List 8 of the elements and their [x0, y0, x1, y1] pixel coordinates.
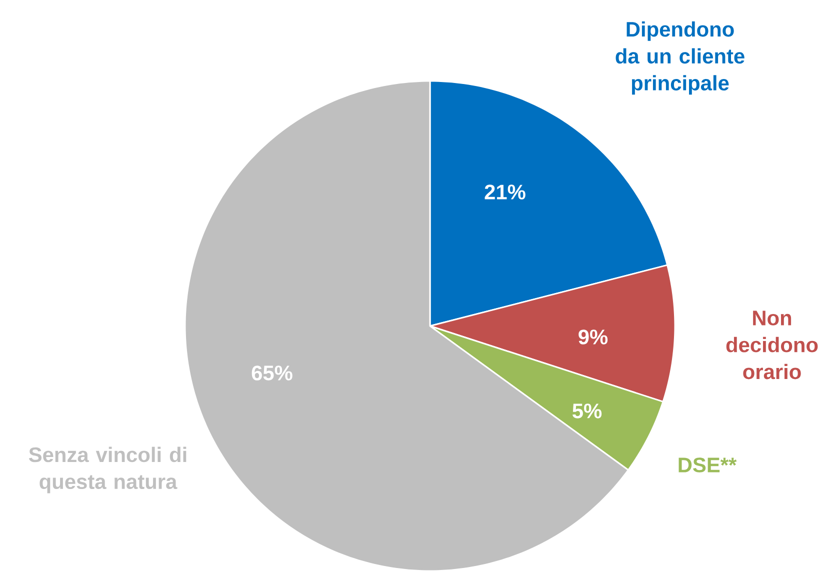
slice-label: Dipendono da un cliente principale [616, 21, 744, 95]
slice-label: Non decidono orario [726, 310, 818, 380]
slice-label: DSE** [678, 458, 737, 472]
data-label: 5% [572, 404, 602, 418]
data-label: 65% [252, 366, 292, 380]
slice-label: Senza vincoli di questa natura [28, 446, 186, 494]
data-label: 9% [578, 330, 608, 344]
data-label: 21% [484, 184, 526, 200]
